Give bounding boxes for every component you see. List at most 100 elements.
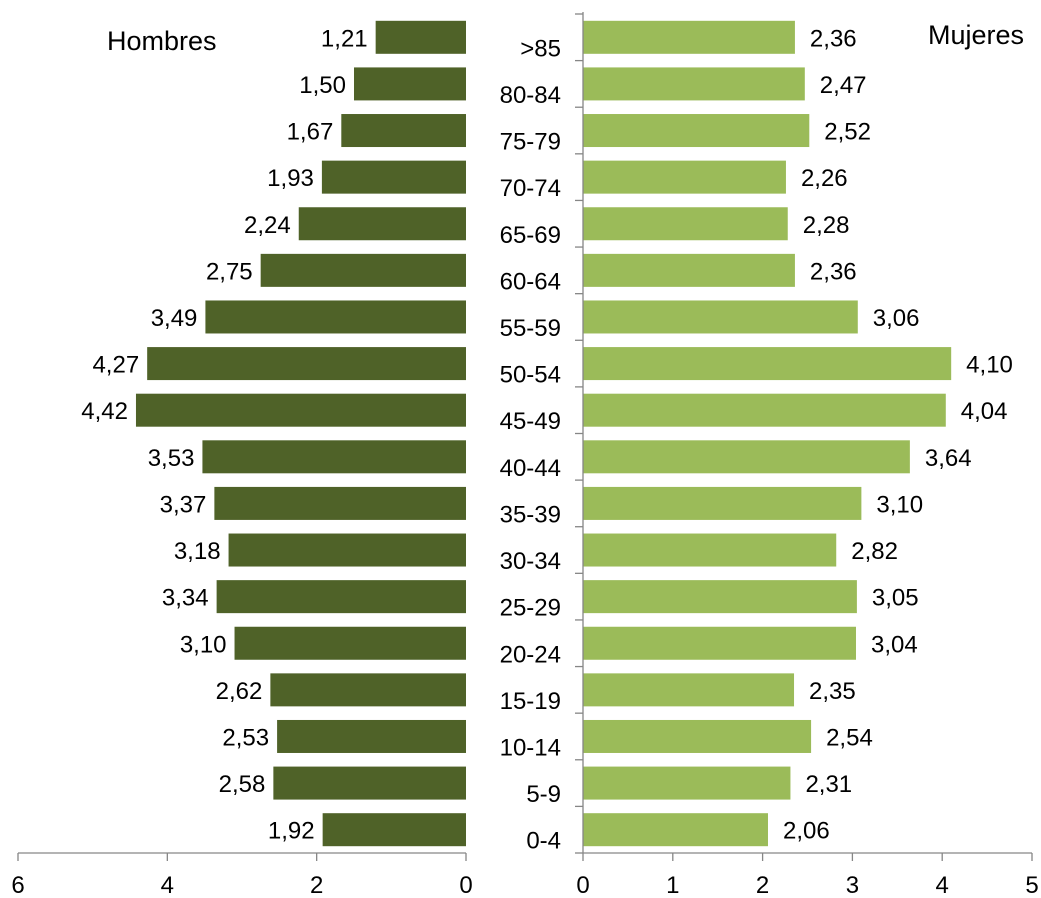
age-group-label: 20-24 [500, 641, 561, 668]
hombres-data-label: 3,10 [180, 631, 227, 658]
hombres-bar [216, 580, 466, 614]
mujeres-bar [583, 347, 952, 381]
mujeres-data-label: 2,82 [851, 538, 898, 565]
mujeres-data-label: 2,36 [810, 258, 857, 285]
age-group-label: 35-39 [500, 501, 561, 528]
age-group-label: 15-19 [500, 688, 561, 715]
hombres-bar [228, 533, 466, 567]
mujeres-data-label: 3,10 [876, 491, 923, 518]
mujeres-data-label: 3,05 [872, 585, 919, 612]
age-group-label: 5-9 [526, 781, 561, 808]
hombres-data-label: 1,50 [299, 72, 346, 99]
mujeres-data-label: 2,31 [805, 771, 852, 798]
hombres-bar [298, 207, 466, 241]
mujeres-bar [583, 67, 805, 101]
hombres-bar [205, 300, 466, 334]
mujeres-bar [583, 20, 795, 54]
mujeres-data-label: 2,36 [810, 25, 857, 52]
mujeres-data-label: 2,06 [783, 818, 830, 845]
age-group-label: 60-64 [500, 268, 561, 295]
mujeres-bar [583, 393, 946, 427]
mujeres-data-label: 2,35 [809, 678, 856, 705]
hombres-bar [202, 440, 466, 474]
hombres-data-label: 3,37 [160, 491, 207, 518]
age-group-label: 80-84 [500, 82, 561, 109]
mujeres-bar [583, 486, 862, 520]
mujeres-bar [583, 673, 795, 707]
hombres-bar [270, 673, 466, 707]
hombres-x-tick-label: 4 [161, 872, 174, 898]
age-group-label: 45-49 [500, 408, 561, 435]
hombres-bar [321, 160, 466, 194]
mujeres-bar [583, 719, 812, 753]
hombres-data-label: 2,53 [222, 724, 269, 751]
age-group-label: 25-29 [500, 595, 561, 622]
mujeres-panel: 2,36 2,47 2,52 2,26 2,28 2,36 3,06 4,10 4,04 3,64… [575, 12, 1039, 898]
hombres-data-label: 1,21 [321, 25, 368, 52]
mujeres-bar [583, 626, 856, 660]
hombres-bar [273, 766, 466, 800]
age-group-label: 70-74 [500, 175, 561, 202]
mujeres-bar [583, 114, 810, 148]
mujeres-bar [583, 207, 788, 241]
age-group-label: 0-4 [526, 828, 561, 855]
mujeres-data-label: 2,28 [803, 212, 850, 239]
hombres-bar [234, 626, 466, 660]
age-group-labels: >85 80-84 75-79 70-74 65-69 60-64 55-59 50-54 45… [500, 35, 561, 854]
hombres-data-label: 3,18 [174, 538, 221, 565]
hombres-data-label: 4,42 [81, 398, 128, 425]
mujeres-x-tick-label: 1 [666, 872, 679, 898]
hombres-bar [214, 486, 466, 520]
mujeres-bar [583, 533, 837, 567]
age-group-label: 65-69 [500, 222, 561, 249]
hombres-x-tick-label: 6 [11, 872, 24, 898]
hombres-bar [341, 114, 466, 148]
mujeres-data-label: 2,54 [826, 724, 873, 751]
mujeres-data-label: 2,52 [824, 119, 871, 146]
hombres-title: Hombres [107, 26, 217, 56]
hombres-bar [260, 253, 466, 287]
mujeres-data-label: 3,64 [925, 445, 972, 472]
hombres-data-label: 2,58 [219, 771, 266, 798]
age-group-label: 40-44 [500, 455, 561, 482]
hombres-bar [322, 813, 466, 847]
mujeres-x-tick-label: 0 [576, 872, 589, 898]
hombres-x-tick-label: 2 [310, 872, 323, 898]
hombres-panel: 1,21 1,50 1,67 1,93 2,24 2,75 3,49 4,27 4,42 3,53… [11, 20, 473, 898]
hombres-data-label: 2,24 [244, 212, 291, 239]
hombres-bar [375, 20, 466, 54]
mujeres-data-label: 4,04 [961, 398, 1008, 425]
mujeres-data-label: 3,06 [873, 305, 920, 332]
hombres-data-label: 4,27 [92, 352, 139, 379]
hombres-x-tick-label: 0 [459, 872, 472, 898]
mujeres-bar [583, 253, 795, 287]
mujeres-x-tick-label: 5 [1025, 872, 1038, 898]
hombres-bar [135, 393, 466, 427]
mujeres-data-label: 3,04 [871, 631, 918, 658]
mujeres-bar [583, 440, 910, 474]
mujeres-x-tick-label: 4 [936, 872, 949, 898]
mujeres-x-tick-label: 3 [846, 872, 859, 898]
mujeres-bar [583, 766, 791, 800]
age-group-label: 50-54 [500, 362, 561, 389]
hombres-data-label: 2,75 [206, 258, 253, 285]
age-group-label: 10-14 [500, 734, 561, 761]
hombres-data-label: 1,67 [287, 119, 334, 146]
mujeres-x-tick-label: 2 [756, 872, 769, 898]
age-group-label: >85 [520, 35, 561, 62]
hombres-bar [147, 347, 466, 381]
hombres-data-label: 3,49 [151, 305, 198, 332]
mujeres-data-label: 2,26 [801, 165, 848, 192]
hombres-data-label: 1,92 [268, 818, 315, 845]
mujeres-bar [583, 580, 857, 614]
hombres-bar [354, 67, 466, 101]
hombres-data-label: 1,93 [267, 165, 314, 192]
age-group-label: 30-34 [500, 548, 561, 575]
mujeres-bar [583, 300, 858, 334]
mujeres-bar [583, 813, 768, 847]
hombres-data-label: 3,34 [162, 585, 209, 612]
hombres-data-label: 3,53 [148, 445, 195, 472]
mujeres-bar [583, 160, 786, 194]
hombres-data-label: 2,62 [216, 678, 263, 705]
